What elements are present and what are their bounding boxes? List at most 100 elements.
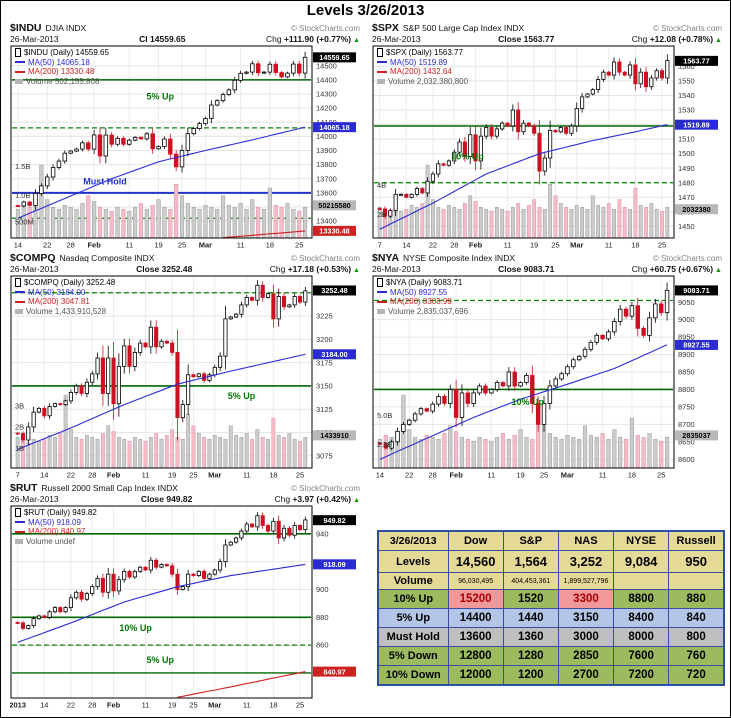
row-label: 10% Up bbox=[377, 589, 449, 609]
candles bbox=[377, 54, 670, 219]
close-value: 3252.48 bbox=[161, 264, 193, 274]
svg-text:18: 18 bbox=[628, 471, 636, 480]
svg-text:13900: 13900 bbox=[316, 146, 337, 155]
level-cell: 3000 bbox=[557, 627, 615, 647]
svg-text:25: 25 bbox=[189, 701, 197, 710]
close-label: Close bbox=[498, 264, 522, 274]
legend-item: MA(200) 840.97 bbox=[15, 527, 97, 537]
svg-text:1480: 1480 bbox=[678, 178, 695, 187]
svg-text:14500: 14500 bbox=[316, 61, 337, 70]
legend-item: $COMPQ (Daily) 3252.48 bbox=[15, 278, 115, 288]
volume-bars bbox=[15, 164, 308, 239]
legend-label: MA(200) 3047.81 bbox=[28, 297, 90, 306]
legend-line-icon bbox=[15, 530, 25, 533]
page-title: Levels 3/26/2013 bbox=[306, 2, 425, 19]
close-value: 9083.71 bbox=[523, 264, 555, 274]
chart-rut: $RUT Russell 2000 Small Cap Index INDX ©… bbox=[10, 482, 360, 711]
candles bbox=[15, 511, 308, 631]
level-cell: 8000 bbox=[613, 627, 670, 647]
svg-text:1560: 1560 bbox=[678, 62, 695, 71]
level-cell: 1520 bbox=[502, 589, 559, 609]
svg-text:1550: 1550 bbox=[678, 77, 695, 86]
price-box bbox=[313, 122, 356, 133]
price-box bbox=[675, 339, 718, 350]
change-up-icon: ▲ bbox=[715, 37, 722, 44]
chart-title-row: $COMPQ Nasdaq Composite INDX © StockChar… bbox=[10, 252, 360, 264]
level-cell: 1280 bbox=[502, 646, 559, 666]
chart-title-row: $SPX S&P 500 Large Cap Index INDX © Stoc… bbox=[372, 22, 722, 34]
svg-text:14300: 14300 bbox=[316, 90, 337, 99]
svg-text:13600: 13600 bbox=[316, 188, 337, 197]
stockcharts-credit: © StockCharts.com bbox=[652, 24, 722, 33]
svg-text:949.82: 949.82 bbox=[323, 516, 345, 525]
chart-quote-row: 26-Mar-2013 Cl 14559.65 Chg +111.90 (+0.… bbox=[10, 34, 360, 45]
level-cell: 8400 bbox=[613, 608, 670, 628]
chart-date: 26-Mar-2013 bbox=[10, 34, 59, 44]
price-box bbox=[675, 119, 718, 130]
chart-indu: $INDU DJIA INDX © StockCharts.com 26-Mar… bbox=[10, 22, 360, 251]
svg-text:25: 25 bbox=[540, 471, 548, 480]
chart-date: 26-Mar-2013 bbox=[10, 494, 59, 504]
legend-item: MA(200) 3047.81 bbox=[15, 297, 115, 307]
svg-text:25: 25 bbox=[295, 241, 303, 250]
svg-text:Feb: Feb bbox=[449, 471, 463, 480]
close-label: Close bbox=[498, 34, 522, 44]
volume-scale-label: 4B bbox=[377, 181, 386, 190]
level-annotation: Must Hold bbox=[83, 176, 127, 186]
chart-date: 26-Mar-2013 bbox=[372, 34, 421, 44]
svg-text:1510: 1510 bbox=[678, 135, 695, 144]
svg-text:3075: 3075 bbox=[316, 451, 333, 460]
chart-quote-row: 26-Mar-2013 Close 3252.48 Chg +17.18 (+0… bbox=[10, 264, 360, 275]
level-annotation: 10% Up bbox=[511, 397, 544, 407]
chg-label: Chg bbox=[274, 494, 291, 504]
row-label: Volume bbox=[377, 572, 449, 590]
level-cell: 760 bbox=[668, 646, 725, 666]
level-cell: 8800 bbox=[613, 589, 670, 609]
chg-value: +3.97 (+0.42%) bbox=[292, 494, 352, 504]
ma-line bbox=[17, 353, 306, 450]
svg-text:9050: 9050 bbox=[678, 298, 695, 307]
svg-text:3200: 3200 bbox=[316, 335, 333, 344]
svg-text:22: 22 bbox=[67, 471, 75, 480]
legend-label: MA(50) 3184.00 bbox=[28, 287, 86, 297]
svg-text:3175: 3175 bbox=[316, 358, 333, 367]
svg-text:1490: 1490 bbox=[678, 164, 695, 173]
chg-value: +17.18 (+0.53%) bbox=[287, 264, 352, 274]
level-annotation: 10% Up bbox=[451, 151, 484, 161]
legend-candle-icon bbox=[377, 278, 383, 288]
level-cell: 7600 bbox=[613, 646, 670, 666]
candles bbox=[377, 282, 670, 451]
chart-index-name: DJIA INDX bbox=[45, 23, 87, 33]
svg-text:1540: 1540 bbox=[678, 91, 695, 100]
volume-scale-label: 2.5B bbox=[377, 440, 392, 449]
chart-quote-row: 26-Mar-2013 Close 1563.77 Chg +12.08 (+0… bbox=[372, 34, 722, 45]
level-lines bbox=[374, 299, 673, 391]
level-lines bbox=[12, 533, 311, 674]
chart-legend: $NYA (Daily) 9083.71 MA(50) 8927.55 MA(200… bbox=[377, 278, 468, 316]
svg-text:14400: 14400 bbox=[316, 75, 337, 84]
level-cell: 1,899,527,796 bbox=[557, 572, 615, 590]
plot-area: 8600 8650 8700 8750 8800 8850 8900 8950 9000 9050… bbox=[372, 275, 722, 481]
legend-candle-icon bbox=[15, 508, 21, 518]
legend-bars-icon bbox=[15, 308, 23, 314]
level-cell bbox=[668, 572, 725, 590]
price-box bbox=[313, 559, 356, 570]
chart-index-name: NYSE Composite Index INDX bbox=[403, 253, 516, 263]
chart-compq: $COMPQ Nasdaq Composite INDX © StockChar… bbox=[10, 252, 360, 481]
svg-text:8950: 8950 bbox=[678, 333, 695, 342]
plot-area: 307531003125315031753200322532507142228F… bbox=[10, 275, 360, 481]
table-row: Volume 96,030,495 404,453,361 1,899,527,796 bbox=[377, 572, 725, 590]
row-label: 10% Down bbox=[377, 665, 449, 686]
close-label: Close bbox=[140, 494, 164, 504]
legend-line-icon bbox=[15, 61, 25, 64]
legend-line-icon bbox=[15, 291, 25, 294]
row-label: Must Hold bbox=[377, 627, 449, 647]
level-cell: 2850 bbox=[557, 646, 615, 666]
svg-text:11: 11 bbox=[125, 241, 133, 250]
legend-bars-icon bbox=[15, 78, 23, 84]
svg-text:19: 19 bbox=[530, 241, 538, 250]
svg-text:8600: 8600 bbox=[678, 455, 695, 464]
table-col-header: Dow bbox=[447, 530, 504, 551]
stockcharts-credit: © StockCharts.com bbox=[290, 484, 360, 493]
